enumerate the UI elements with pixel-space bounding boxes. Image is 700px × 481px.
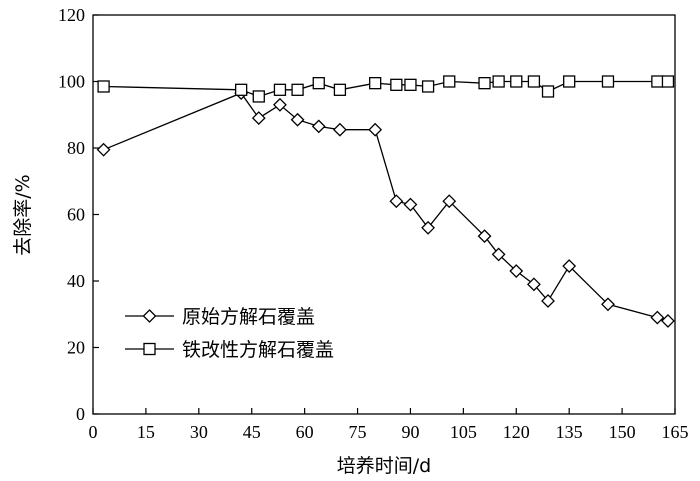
data-point — [421, 220, 436, 235]
x-tick-label: 75 — [349, 422, 367, 442]
data-point — [291, 83, 304, 96]
data-point — [601, 75, 615, 88]
x-tick-label: 0 — [89, 422, 98, 442]
x-tick-label: 45 — [243, 422, 261, 442]
data-point — [404, 78, 417, 91]
data-point — [333, 83, 347, 96]
data-point — [369, 77, 382, 90]
x-tick-label: 135 — [556, 422, 583, 442]
x-tick-label: 30 — [190, 422, 208, 442]
y-tick-label: 100 — [58, 72, 85, 92]
plot-frame — [92, 14, 676, 415]
series-line — [103, 92, 669, 322]
data-point — [563, 75, 576, 88]
y-tick-label: 80 — [67, 138, 85, 158]
x-tick-label: 165 — [662, 422, 689, 442]
data-point — [527, 75, 541, 88]
data-point — [311, 119, 326, 134]
data-point — [541, 85, 555, 98]
data-point — [477, 229, 492, 244]
data-point — [96, 142, 111, 157]
y-axis: 0 20 40 60 80 100 120 — [58, 5, 99, 424]
data-point — [562, 259, 577, 273]
plot-border — [92, 14, 676, 415]
data-point — [661, 313, 675, 328]
data-point — [390, 78, 403, 91]
data-point — [290, 112, 305, 127]
y-tick-label: 120 — [58, 5, 85, 25]
y-tick-label: 0 — [76, 404, 85, 424]
data-point — [650, 310, 665, 325]
data-point — [661, 75, 675, 88]
x-axis-title: 培养时间/d — [337, 455, 431, 477]
y-tick-label: 40 — [67, 271, 85, 291]
y-tick-label: 60 — [67, 205, 85, 225]
data-point — [251, 111, 266, 125]
legend-label: 铁改性方解石覆盖 — [182, 339, 334, 361]
data-point — [442, 194, 457, 209]
legend-label: 原始方解石覆盖 — [182, 306, 315, 328]
series-line — [103, 80, 668, 98]
data-point — [97, 80, 110, 93]
data-point — [403, 197, 418, 212]
series-original-calcite — [96, 86, 675, 328]
x-tick-label: 90 — [401, 422, 419, 442]
data-point — [252, 90, 265, 103]
data-point — [651, 75, 664, 88]
data-point — [601, 297, 615, 312]
legend-item: 原始方解石覆盖 — [125, 306, 315, 328]
data-point — [509, 264, 524, 278]
series-layer — [96, 75, 675, 328]
legend-marker — [142, 309, 157, 323]
data-point — [443, 75, 456, 88]
data-point — [273, 97, 287, 112]
data-point — [234, 83, 248, 96]
data-point — [273, 83, 287, 96]
series-iron-modified-calcite — [97, 75, 675, 103]
x-tick-label: 60 — [296, 422, 314, 442]
y-axis-title: 去除率/% — [12, 174, 34, 255]
data-point — [421, 80, 435, 93]
data-point — [332, 122, 347, 137]
data-point — [492, 75, 505, 88]
x-tick-label: 150 — [609, 422, 636, 442]
data-point — [541, 294, 555, 308]
x-axis: 0 15 30 45 60 75 90 105 120 135 150 165 — [89, 408, 689, 442]
legend-item: 铁改性方解石覆盖 — [125, 339, 334, 361]
legend-marker — [143, 342, 156, 356]
x-tick-label: 15 — [137, 422, 155, 442]
data-point — [510, 75, 523, 88]
data-point — [389, 194, 404, 209]
data-point — [368, 122, 383, 137]
x-tick-label: 105 — [450, 422, 477, 442]
data-point — [312, 77, 325, 90]
data-point — [526, 277, 541, 292]
x-tick-label: 120 — [503, 422, 530, 442]
data-point — [478, 77, 491, 90]
y-tick-label: 20 — [67, 338, 85, 358]
data-point — [491, 247, 506, 262]
